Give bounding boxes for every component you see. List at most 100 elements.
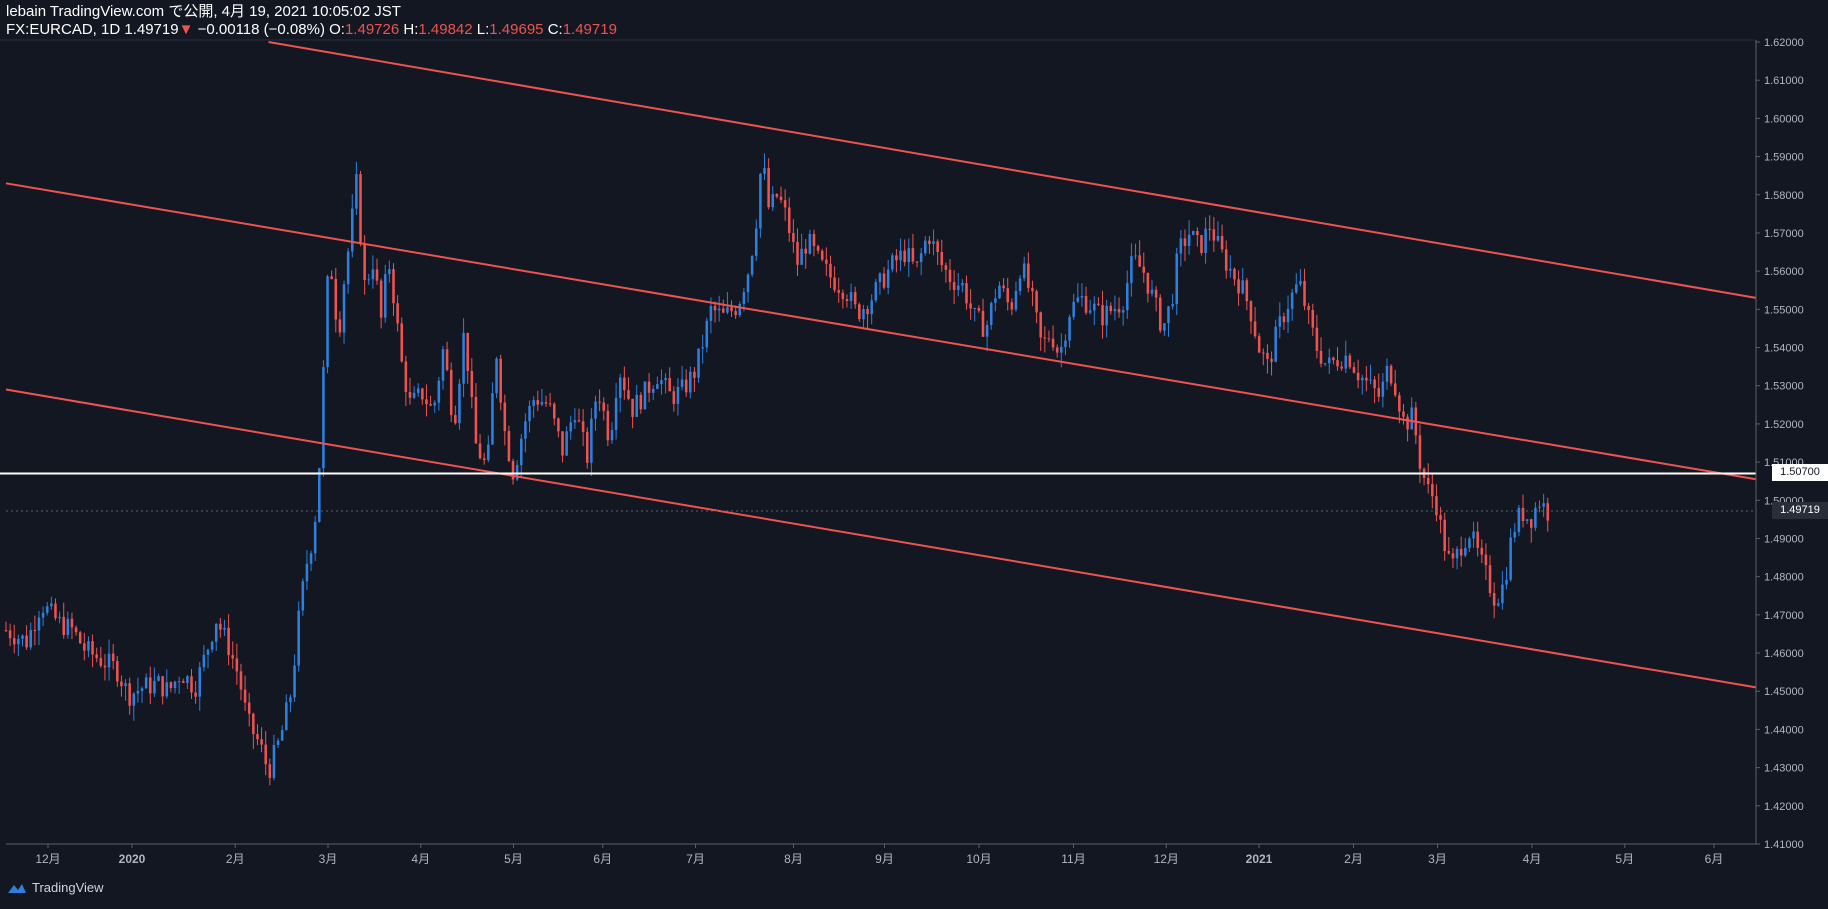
candle-down	[12, 638, 16, 645]
y-tick-label: 1.53000	[1764, 381, 1804, 393]
candle-down	[1340, 366, 1343, 369]
candle-down	[190, 676, 193, 693]
x-tick-label: 3月	[319, 852, 338, 866]
candle-down	[1200, 235, 1203, 253]
candle-down	[825, 259, 828, 264]
candle-up	[746, 274, 750, 293]
candle-down	[783, 200, 787, 208]
candle-down	[454, 415, 457, 424]
candle-down	[1431, 484, 1434, 497]
candle-up	[214, 623, 218, 642]
candle-down	[1521, 507, 1525, 522]
candle-up	[1022, 263, 1026, 279]
tradingview-logo[interactable]: TradingView	[6, 880, 104, 895]
candle-down	[853, 292, 857, 305]
candle-down	[1282, 316, 1286, 323]
candle-up	[985, 324, 989, 337]
candle-down	[1480, 547, 1484, 555]
y-tick-label: 1.57000	[1764, 228, 1804, 240]
candle-up	[750, 255, 754, 275]
candle-down	[470, 370, 474, 397]
candle-up	[771, 194, 775, 208]
candle-down	[128, 683, 131, 706]
candle-up	[206, 649, 210, 655]
candle-down	[981, 310, 985, 337]
candle-down	[83, 643, 86, 651]
candle-down	[1002, 285, 1005, 289]
candle-down	[713, 305, 717, 311]
candle-down	[1352, 367, 1356, 373]
candle-up	[919, 253, 923, 263]
candle-up	[709, 305, 713, 321]
candle-up	[1369, 379, 1372, 381]
candle-up	[293, 665, 296, 698]
x-tick-label: 2021	[1246, 852, 1273, 866]
candle-up	[322, 367, 325, 469]
candle-up	[759, 173, 762, 229]
tradingview-cloud-icon	[8, 883, 26, 893]
candle-down	[1426, 478, 1430, 485]
candle-down	[1262, 352, 1265, 354]
candle-down	[243, 689, 247, 703]
candle-down	[400, 323, 404, 362]
candle-down	[928, 240, 931, 245]
candle-up	[998, 285, 1001, 299]
candle-down	[1183, 238, 1187, 246]
candle-up	[899, 250, 902, 261]
candle-down	[841, 292, 845, 300]
candle-up	[956, 285, 960, 290]
candle-up	[1538, 506, 1541, 508]
candle-up	[520, 438, 523, 466]
candle-down	[264, 744, 267, 765]
candle-up	[153, 680, 156, 694]
candle-down	[858, 304, 861, 320]
candle-down	[1365, 377, 1368, 381]
candle-up	[961, 283, 964, 286]
candle-up	[157, 676, 160, 681]
candle-down	[247, 702, 251, 714]
candle-down	[1266, 352, 1269, 359]
x-tick-label: 2020	[119, 852, 146, 866]
candle-down	[557, 418, 560, 432]
channel-line-lower	[5, 388, 1757, 689]
candle-down	[256, 734, 259, 740]
candle-down	[503, 402, 507, 432]
y-tick-label: 1.55000	[1764, 304, 1804, 316]
candle-up	[569, 422, 573, 432]
candle-up	[1179, 238, 1183, 254]
candle-up	[1327, 357, 1331, 364]
candle-down	[598, 401, 601, 403]
candle-down	[1393, 383, 1397, 396]
candle-down	[1146, 272, 1150, 294]
axes: 1.62000 1.61000 1.60000 1.59000 1.58000 1.570…	[0, 37, 1804, 866]
candle-down	[548, 403, 552, 405]
candle-down	[779, 196, 783, 201]
candle-up	[285, 702, 288, 731]
y-tick-label: 1.47000	[1764, 610, 1804, 622]
candle-down	[1406, 416, 1409, 430]
candle-down	[499, 358, 502, 403]
candle-up	[689, 371, 692, 393]
x-tick-label: 6月	[1705, 852, 1724, 866]
candle-down	[1047, 338, 1051, 340]
y-tick-label: 1.41000	[1764, 839, 1804, 851]
candle-down	[812, 233, 816, 247]
candle-up	[437, 380, 441, 403]
candle-up	[318, 468, 321, 522]
candle-up	[41, 612, 45, 618]
candle-up	[132, 693, 136, 706]
x-tick-label: 9月	[875, 852, 894, 866]
candle-down	[1398, 395, 1401, 412]
candle-up	[388, 269, 391, 275]
candle-down	[684, 379, 688, 393]
candle-up	[1542, 503, 1545, 507]
candle-down	[103, 665, 107, 668]
candle-up	[280, 730, 284, 741]
candle-down	[1097, 303, 1100, 305]
channel-line-upper	[268, 41, 1757, 299]
candle-up	[1134, 255, 1137, 257]
candle-up	[383, 274, 387, 318]
candle-down	[1303, 280, 1306, 307]
candle-down	[606, 410, 610, 441]
